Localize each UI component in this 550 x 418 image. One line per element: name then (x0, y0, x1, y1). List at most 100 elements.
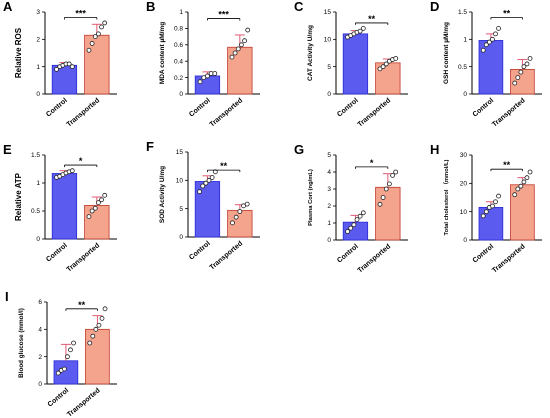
bar-transported (85, 328, 110, 385)
y-tick-label: 1 (179, 9, 183, 16)
y-axis-label: CAT Activity U/mg (307, 25, 314, 81)
x-category-label: Control (336, 97, 360, 118)
data-point (93, 326, 99, 332)
y-tick-label: 1 (36, 180, 40, 187)
data-point (96, 200, 101, 206)
x-category-label: Control (47, 387, 71, 408)
data-point (380, 195, 386, 200)
data-point (377, 201, 383, 207)
y-tick-label: 0.6 (174, 42, 183, 49)
data-point (380, 64, 386, 70)
data-point (235, 46, 241, 52)
data-point (68, 347, 73, 353)
y-tick-label: 3 (327, 186, 331, 193)
y-axis-label: Plasma Cort (ng/mL) (308, 169, 314, 226)
y-tick-label: 4 (327, 169, 331, 176)
significance-label: ** (368, 14, 376, 24)
data-point (69, 64, 75, 70)
x-category-label: Control (472, 243, 496, 264)
data-point (490, 36, 495, 42)
x-category-label: Transported (491, 243, 526, 274)
y-tick-label: 15 (324, 9, 332, 16)
data-point (99, 197, 104, 203)
y-tick-label: 30 (460, 152, 468, 159)
data-point (512, 80, 518, 86)
y-tick-label: 10 (324, 37, 332, 44)
data-point (69, 168, 75, 174)
bar-transported (227, 46, 253, 95)
bar-transported (84, 204, 110, 240)
data-point (486, 39, 492, 45)
y-tick-label: 0.5 (458, 64, 467, 71)
y-axis-label: GSH content µM/mg (443, 22, 450, 84)
data-point (237, 209, 243, 214)
data-point (393, 169, 399, 175)
significance-label: * (370, 158, 374, 168)
data-point (480, 47, 486, 53)
chart-panel-f: F 0 5 10 15 SOD Activity U/mg ControlTransport… (146, 139, 260, 272)
data-point (357, 28, 363, 34)
chart-panel-b: B 0 0.2 0.4 0.6 0.8 1 MDA content µM/mg ControlT… (146, 0, 260, 129)
x-category-label: Transported (66, 387, 101, 418)
data-point (61, 366, 67, 372)
y-tick-label: 5 (327, 152, 331, 159)
data-point (229, 54, 235, 60)
data-point (383, 186, 389, 192)
data-point (360, 210, 366, 216)
y-tick-label: 0 (38, 381, 42, 388)
data-point (518, 69, 524, 75)
data-point (54, 67, 59, 72)
x-category-label: Transported (66, 242, 101, 273)
panel-letter: F (146, 139, 154, 154)
y-tick-label: 10 (176, 178, 184, 185)
y-tick-label: 0 (36, 236, 40, 243)
data-point (496, 193, 501, 199)
data-point (197, 79, 203, 85)
bar-transported (84, 34, 110, 95)
y-tick-label: 0 (179, 91, 183, 98)
data-point (351, 222, 357, 228)
x-category-label: Transported (209, 97, 244, 128)
x-category-label: Transported (491, 97, 526, 128)
data-point (483, 42, 489, 48)
y-tick-label: 0 (36, 91, 40, 98)
y-axis-label: Relative ROS (14, 27, 23, 78)
data-point (515, 186, 521, 192)
data-point (205, 73, 210, 79)
data-point (345, 229, 350, 234)
chart-panel-d: D 0 0.5 1 1.5 GSH content µM/mg ControlTranspo… (430, 0, 542, 129)
y-tick-label: 0 (463, 91, 467, 98)
data-point (96, 31, 101, 37)
data-point (521, 179, 527, 185)
significance-label: ** (220, 161, 228, 171)
y-tick-label: 10 (460, 209, 468, 216)
data-point (493, 31, 498, 37)
panel-letter: E (3, 142, 12, 157)
data-point (87, 340, 93, 346)
data-point (99, 315, 105, 321)
data-point (239, 42, 244, 48)
data-point (86, 214, 92, 220)
data-point (360, 25, 366, 31)
y-tick-label: 3 (36, 9, 40, 16)
bar-transported (375, 186, 401, 241)
panel-letter: B (146, 0, 155, 14)
data-point (197, 189, 202, 195)
data-point (483, 209, 489, 215)
y-tick-label: 5 (327, 64, 331, 71)
x-category-label: Control (45, 242, 69, 263)
bar-control (51, 173, 78, 240)
data-point (92, 205, 98, 211)
y-tick-label: 2 (327, 203, 331, 210)
data-point (90, 333, 96, 339)
significance-label: * (79, 156, 83, 166)
chart-panel-c: C 0 5 10 15 CAT Activity U/mg ControlTransport… (294, 0, 408, 129)
panel-letter: A (3, 0, 13, 14)
data-point (490, 203, 495, 209)
panel-letter: G (294, 142, 304, 157)
y-tick-label: 0.4 (174, 58, 183, 65)
data-point (387, 181, 392, 187)
data-point (521, 64, 527, 70)
data-point (348, 225, 354, 231)
